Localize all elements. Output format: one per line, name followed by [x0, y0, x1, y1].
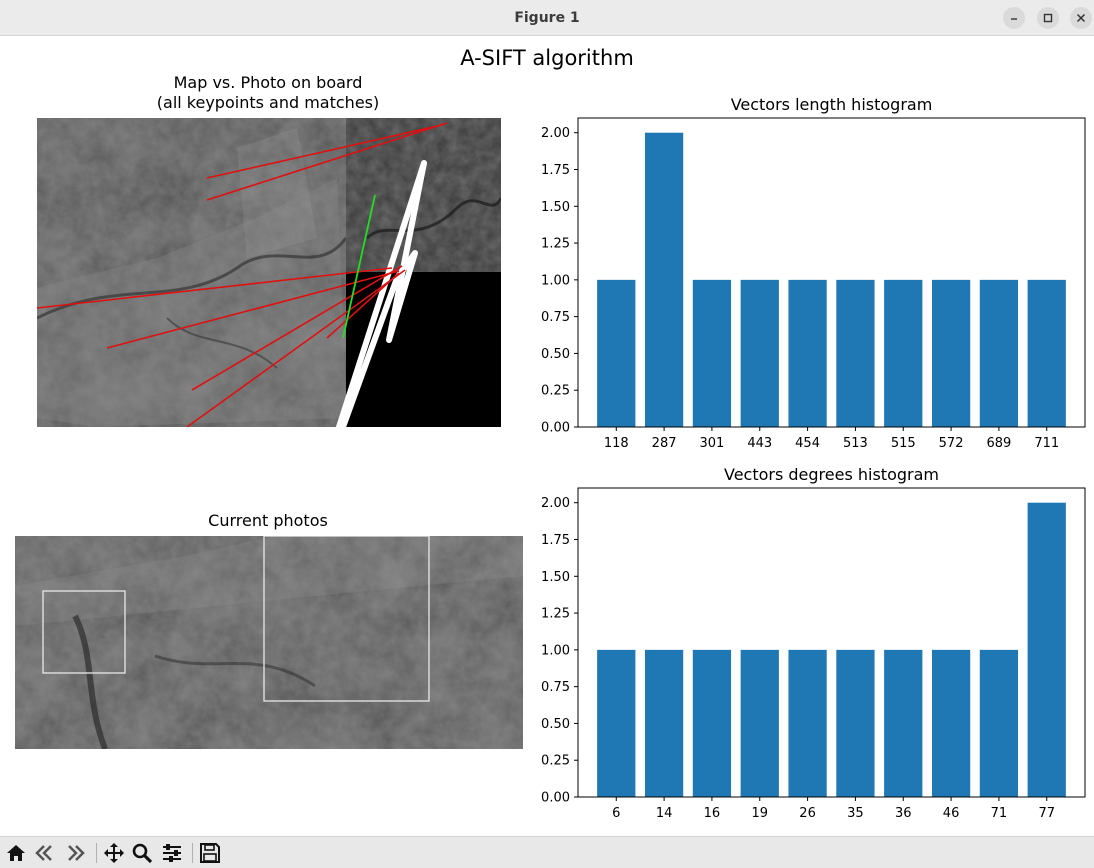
- x-tick-label: 71: [991, 806, 1008, 821]
- x-tick-label: 515: [891, 436, 916, 451]
- histogram-bar: [597, 279, 636, 427]
- current-photos-image: [15, 536, 523, 749]
- histogram-bar: [1027, 502, 1066, 797]
- histogram-bar: [931, 649, 971, 797]
- toolbar-separator: [192, 843, 193, 863]
- x-tick-label: 513: [843, 436, 868, 451]
- maximize-button[interactable]: [1037, 7, 1059, 29]
- histogram-bar: [1027, 279, 1066, 427]
- photos-panel-title: Current photos: [208, 511, 328, 530]
- back-button[interactable]: [33, 842, 57, 864]
- x-tick-label: 35: [847, 806, 864, 821]
- home-button[interactable]: [4, 842, 28, 864]
- minimize-icon: [1011, 18, 1017, 20]
- histogram-bar: [740, 279, 779, 427]
- configure-button[interactable]: [160, 842, 184, 864]
- configure-icon: [163, 844, 181, 862]
- histogram-bar: [644, 649, 684, 797]
- x-tick-label: 118: [604, 436, 629, 451]
- histogram-bar: [692, 279, 732, 427]
- histogram-bar: [884, 279, 923, 427]
- y-tick-label: 0.50: [541, 347, 570, 362]
- back-icon: [35, 845, 52, 861]
- x-tick-label: 454: [795, 436, 820, 451]
- minimize-button[interactable]: [1003, 7, 1025, 29]
- histogram-bar: [979, 279, 1019, 427]
- x-tick-label: 443: [747, 436, 772, 451]
- x-tick-label: 16: [704, 806, 721, 821]
- pan-icon: [104, 843, 124, 863]
- histogram-bar: [836, 649, 875, 797]
- histogram-bar: [692, 649, 732, 797]
- map-match-image: [37, 118, 501, 427]
- forward-button[interactable]: [63, 842, 87, 864]
- map-panel-title-line2: (all keypoints and matches): [156, 93, 380, 112]
- x-tick-label: 46: [943, 806, 960, 821]
- histogram-bar: [644, 132, 684, 427]
- map-panel-title-line1: Map vs. Photo on board: [173, 73, 363, 92]
- maximize-icon: [1043, 13, 1053, 23]
- x-tick-label: 77: [1038, 806, 1055, 821]
- y-tick-label: 1.50: [541, 200, 570, 215]
- save-icon: [200, 843, 220, 863]
- histogram-bar: [979, 649, 1019, 797]
- map-match-svg: [37, 118, 501, 427]
- y-tick-label: 1.00: [541, 273, 570, 288]
- matplotlib-toolbar: [0, 836, 1094, 868]
- x-tick-label: 301: [700, 436, 725, 451]
- y-tick-label: 0.75: [541, 680, 570, 695]
- histogram-bar: [836, 279, 875, 427]
- y-tick-label: 1.75: [541, 533, 570, 548]
- y-tick-label: 1.50: [541, 570, 570, 585]
- figure-suptitle: A-SIFT algorithm: [460, 46, 634, 70]
- window-title: Figure 1: [514, 10, 580, 26]
- y-tick-label: 1.25: [541, 237, 570, 252]
- close-button[interactable]: [1070, 7, 1092, 29]
- pan-button[interactable]: [102, 842, 126, 864]
- y-tick-label: 1.75: [541, 163, 570, 178]
- histogram-bar: [597, 649, 636, 797]
- x-tick-label: 287: [652, 436, 677, 451]
- x-tick-label: 26: [799, 806, 816, 821]
- window-titlebar: Figure 1: [0, 0, 1094, 36]
- axes-frame: [577, 487, 1086, 798]
- x-tick-label: 711: [1034, 436, 1059, 451]
- forward-icon: [68, 845, 85, 861]
- close-icon: [1076, 13, 1086, 23]
- y-tick-label: 2.00: [541, 126, 570, 141]
- x-tick-label: 6: [612, 806, 620, 821]
- chart-title: Vectors degrees histogram: [724, 465, 939, 484]
- zoom-button[interactable]: [130, 842, 154, 864]
- toolbar-separator: [96, 843, 97, 863]
- axes-frame: [577, 117, 1086, 428]
- x-tick-label: 19: [751, 806, 768, 821]
- y-tick-label: 0.25: [541, 754, 570, 769]
- y-tick-label: 0.00: [541, 421, 570, 436]
- histogram-bar: [788, 279, 827, 427]
- y-tick-label: 2.00: [541, 496, 570, 511]
- home-icon: [7, 845, 25, 861]
- y-tick-label: 0.75: [541, 310, 570, 325]
- histogram-bar: [740, 649, 779, 797]
- x-tick-label: 36: [895, 806, 912, 821]
- histogram-bar: [788, 649, 827, 797]
- y-tick-label: 0.25: [541, 384, 570, 399]
- current-photos-svg: [15, 536, 523, 749]
- histogram-bar: [931, 279, 971, 427]
- map-panel-title: Map vs. Photo on board (all keypoints an…: [68, 73, 468, 113]
- x-tick-label: 689: [986, 436, 1011, 451]
- histogram-bar: [884, 649, 923, 797]
- x-tick-label: 572: [939, 436, 964, 451]
- save-button[interactable]: [198, 842, 222, 864]
- zoom-icon: [132, 843, 153, 864]
- y-tick-label: 0.50: [541, 717, 570, 732]
- figure-canvas[interactable]: A-SIFT algorithm Map vs. Photo on board …: [0, 36, 1094, 836]
- y-tick-label: 1.00: [541, 643, 570, 658]
- x-tick-label: 14: [656, 806, 673, 821]
- chart-title: Vectors length histogram: [731, 95, 933, 114]
- y-tick-label: 1.25: [541, 607, 570, 622]
- y-tick-label: 0.00: [541, 791, 570, 806]
